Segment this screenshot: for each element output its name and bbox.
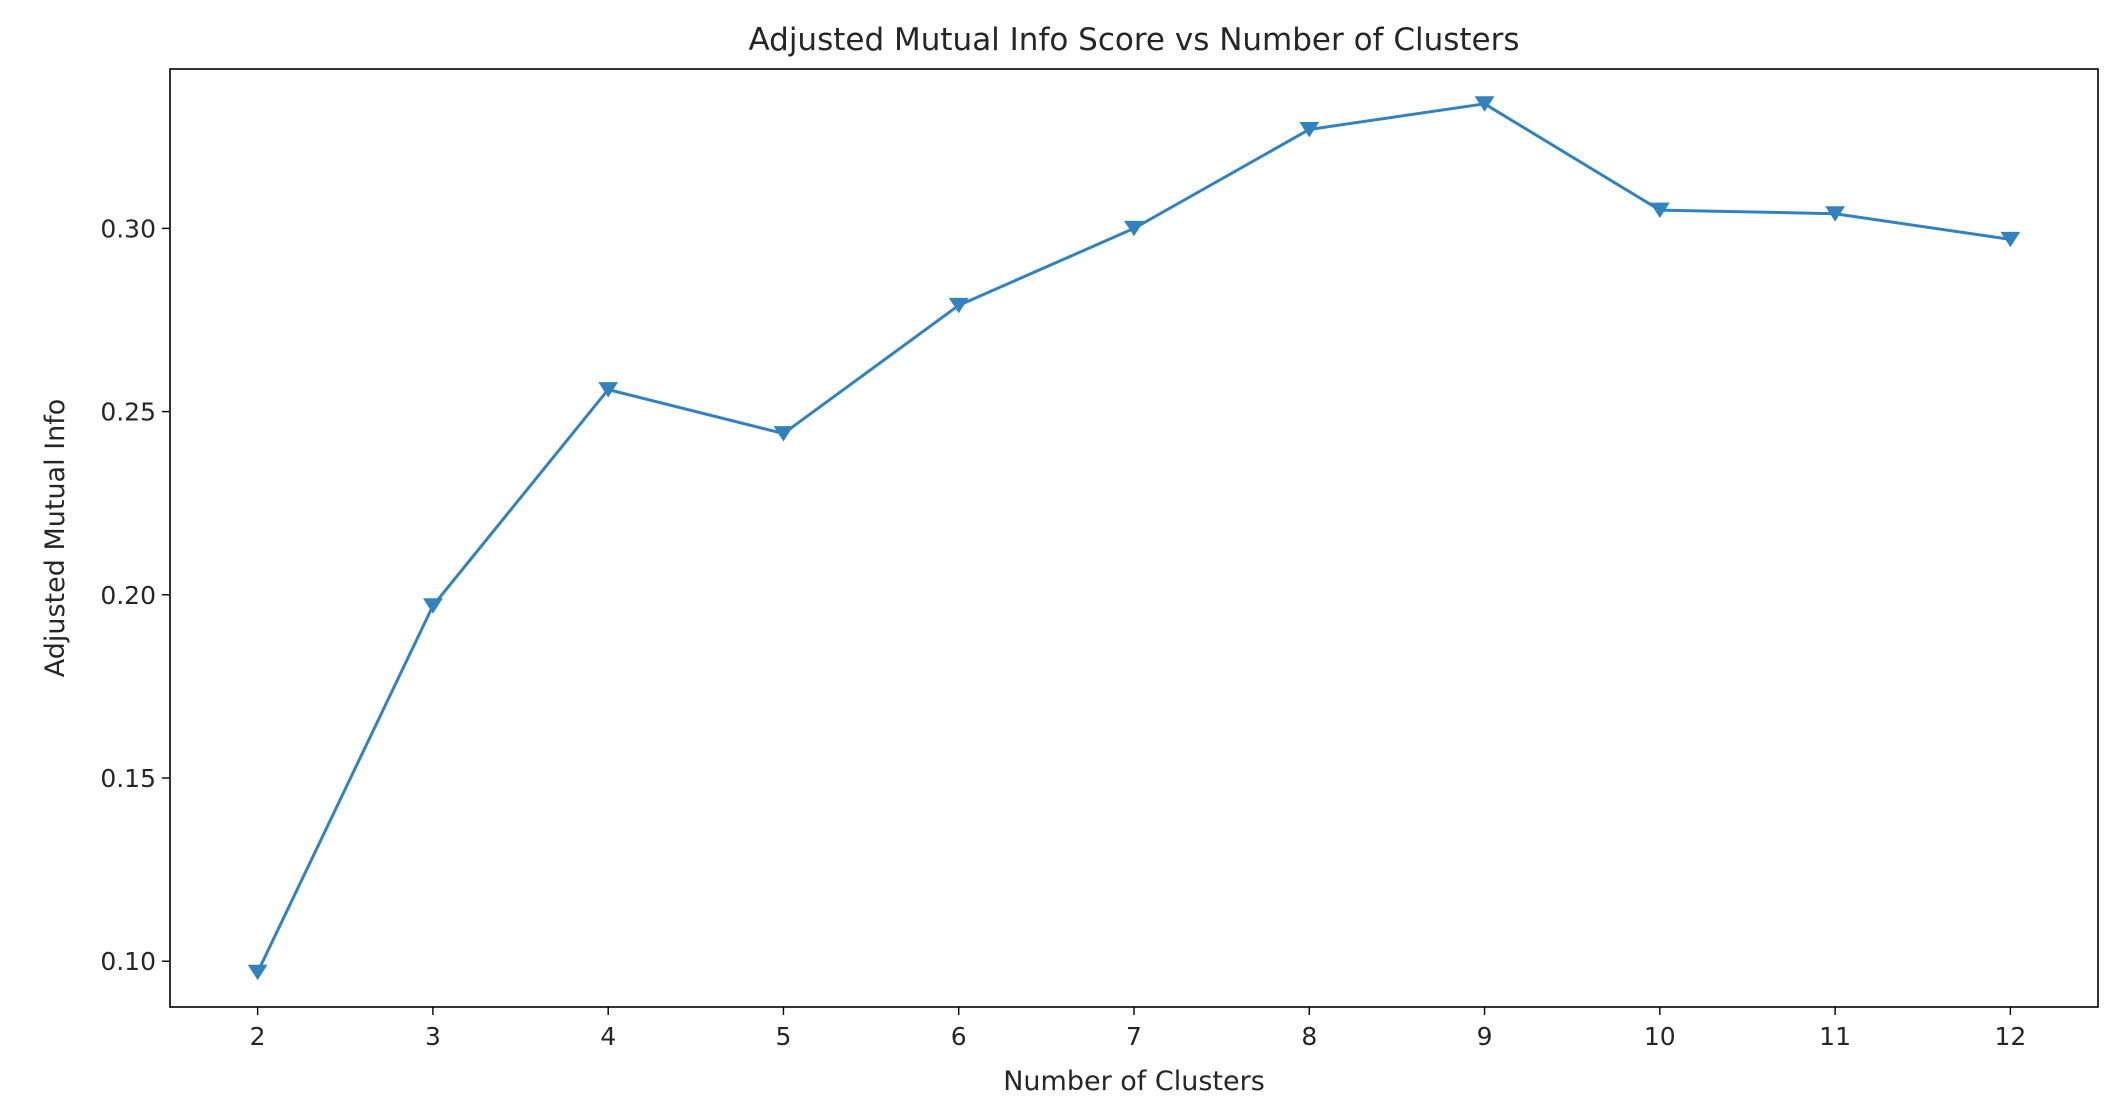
x-axis-ticks: 2 3 4 5 6 7 8 9 10 11 12 [250, 1007, 2026, 1051]
x-tick-label: 3 [425, 1022, 441, 1051]
x-tick-label: 10 [1644, 1022, 1676, 1051]
x-tick-label: 8 [1301, 1022, 1317, 1051]
chart-title: Adjusted Mutual Info Score vs Number of … [748, 22, 1519, 58]
x-tick-label: 6 [951, 1022, 967, 1051]
y-tick-label: 0.30 [100, 214, 156, 243]
plot-area-frame [169, 68, 2099, 1008]
y-tick-label: 0.10 [100, 947, 156, 976]
y-tick-label: 0.25 [100, 398, 156, 427]
x-tick-label: 4 [600, 1022, 616, 1051]
data-point-marker [1825, 206, 1846, 222]
data-point-marker [773, 426, 794, 442]
x-tick-label: 11 [1819, 1022, 1851, 1051]
y-axis-label: Adjusted Mutual Info [40, 399, 71, 678]
y-axis-ticks: 0.10 0.15 0.20 0.25 0.30 [100, 214, 170, 976]
data-point-marker [948, 297, 969, 314]
x-tick-label: 2 [250, 1022, 266, 1051]
data-point-marker [2000, 231, 2021, 248]
data-point-marker [1649, 202, 1670, 218]
data-point-marker [1124, 220, 1144, 237]
x-tick-label: 9 [1477, 1022, 1493, 1051]
x-axis-label: Number of Clusters [1003, 1066, 1265, 1097]
y-tick-label: 0.20 [100, 581, 156, 610]
y-tick-label: 0.15 [100, 764, 156, 793]
x-tick-label: 5 [776, 1022, 792, 1051]
data-point-marker [247, 964, 268, 981]
data-point-marker [422, 598, 443, 614]
data-point-marker [1299, 121, 1320, 138]
series-layer [247, 96, 2021, 981]
data-point-marker [598, 382, 619, 398]
x-tick-label: 12 [1994, 1022, 2026, 1051]
x-tick-label: 7 [1126, 1022, 1142, 1051]
data-point-marker [1474, 96, 1495, 112]
